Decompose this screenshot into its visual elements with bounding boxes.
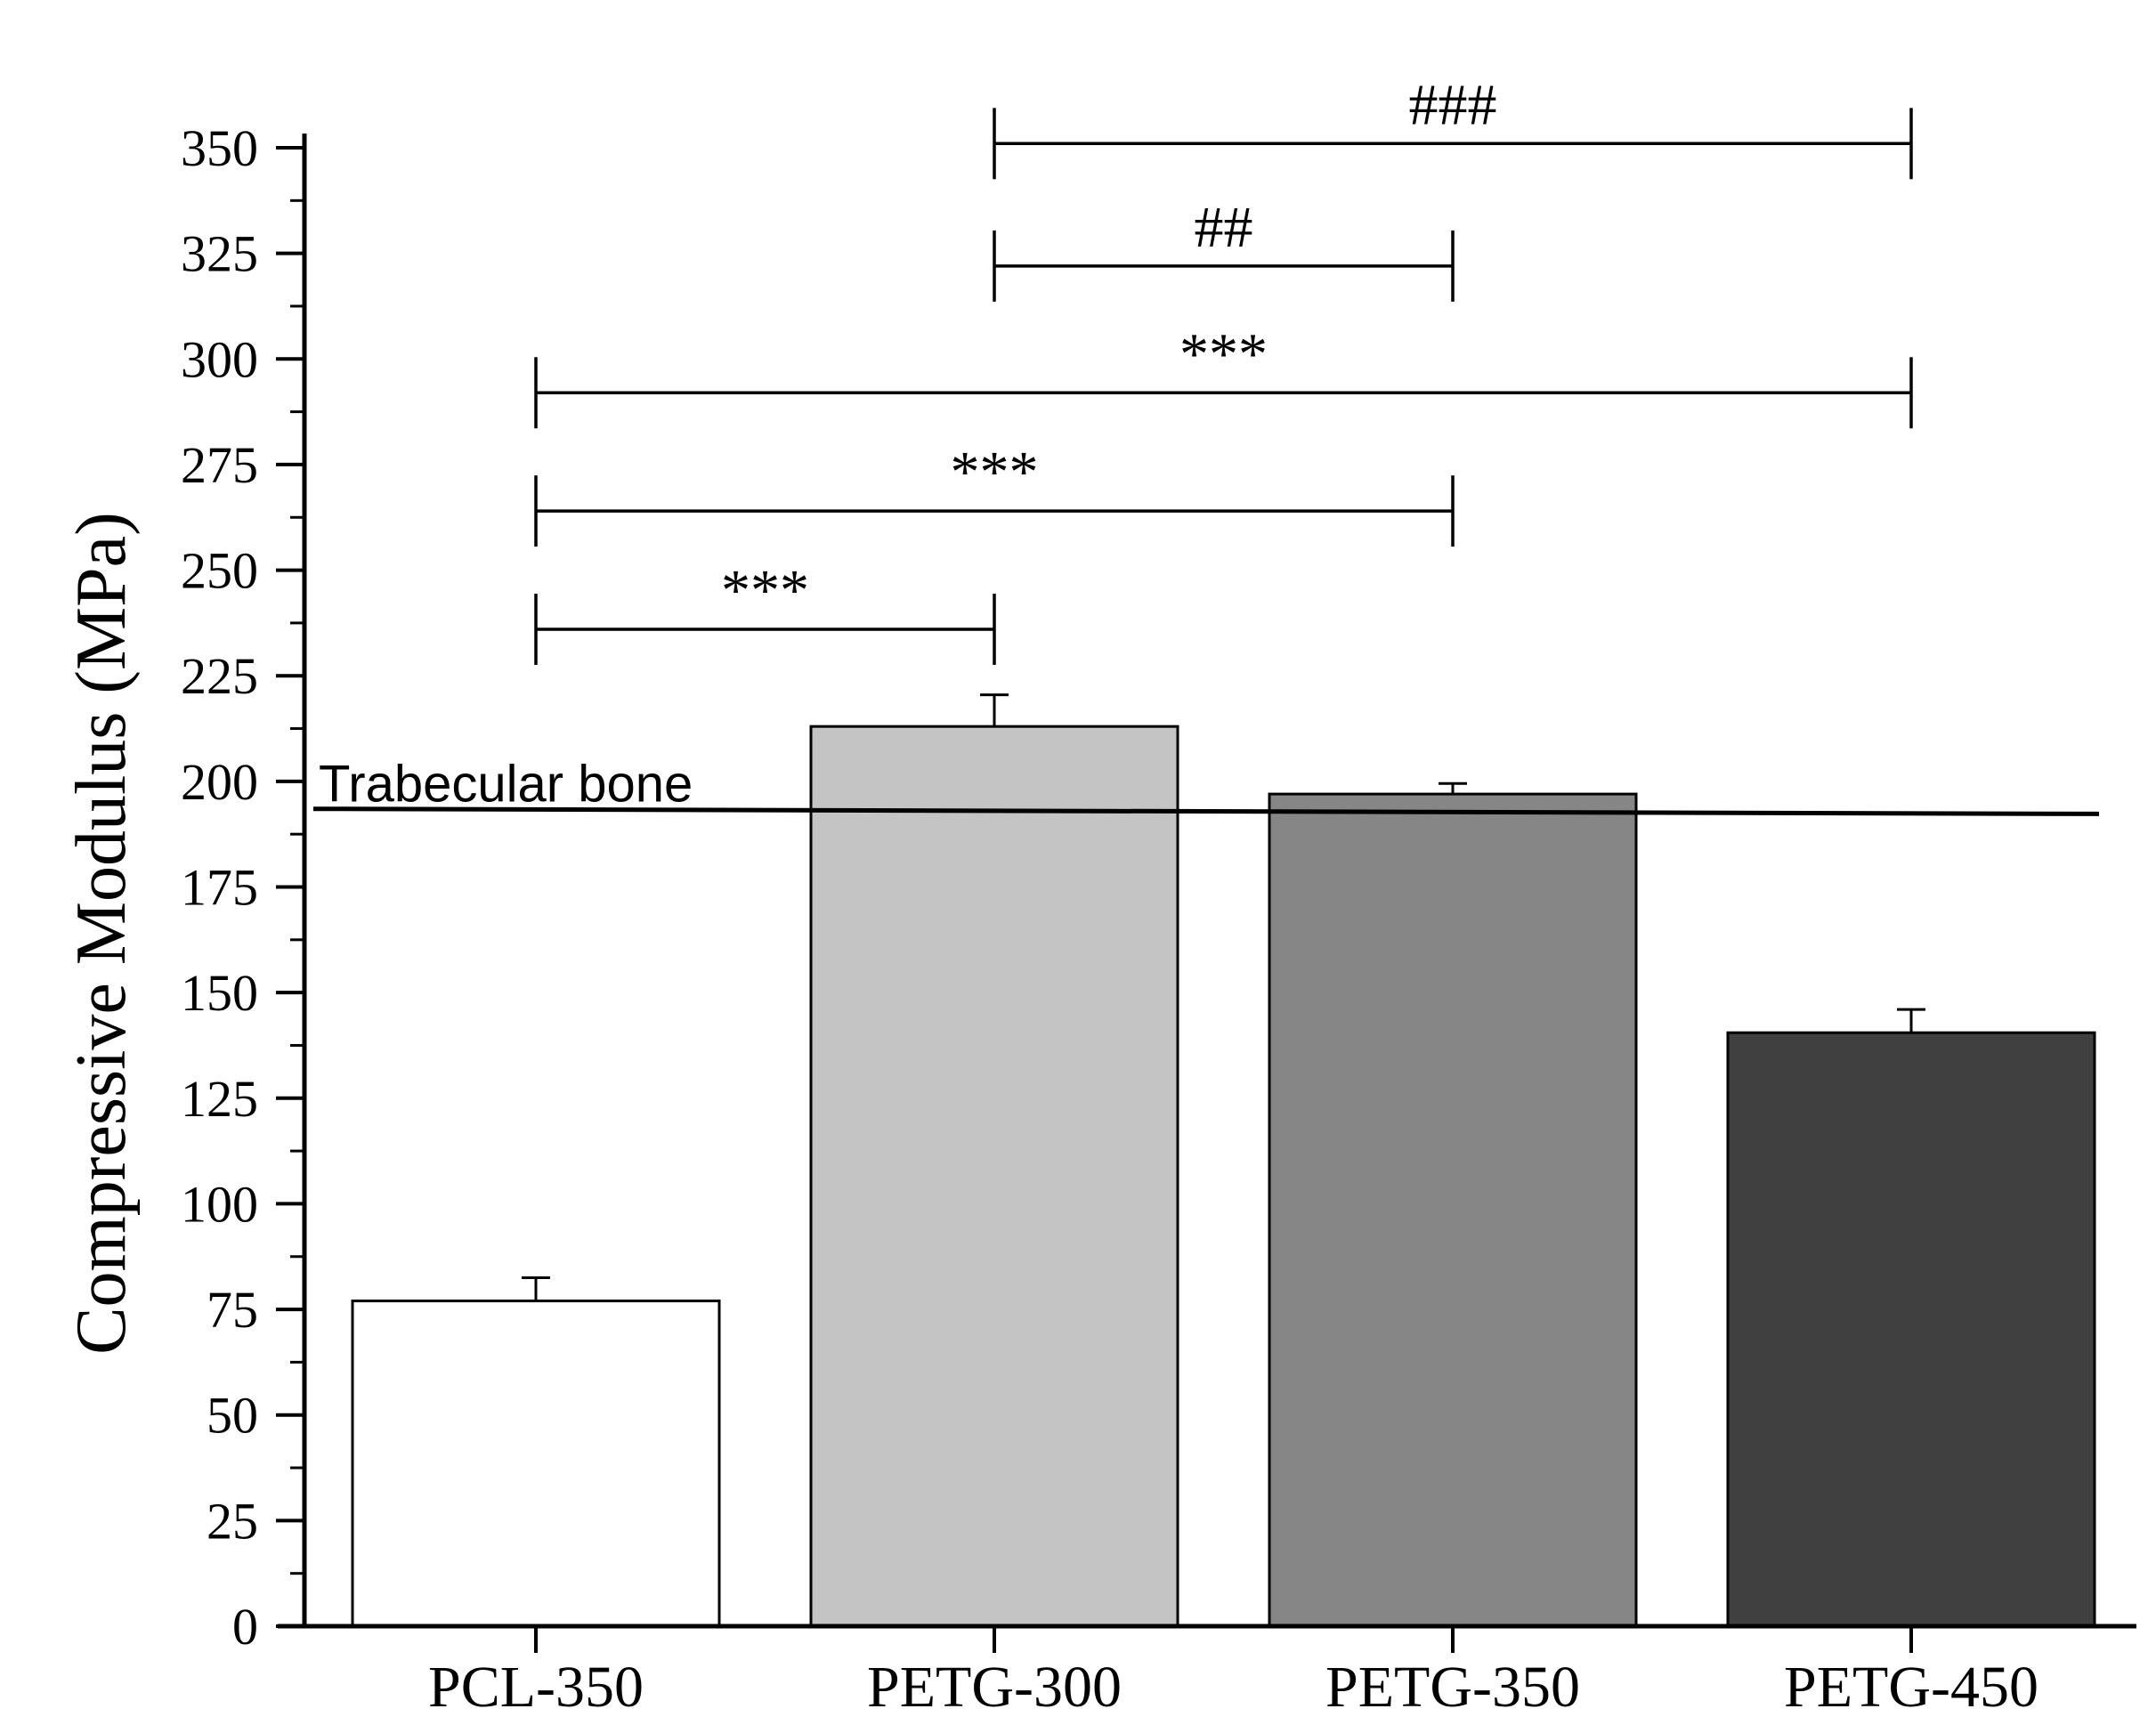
y-tick-label-0: 0 [232,1598,258,1656]
y-tick-label-150: 150 [181,964,258,1022]
y-tick-label-300: 300 [181,330,258,388]
y-tick-label-50: 50 [207,1387,258,1445]
bars-layer [351,725,2096,1628]
bar-pcl-350 [351,1300,721,1628]
significance-layer: *********##### [534,72,1913,666]
y-tick-label-225: 225 [181,647,258,705]
bar-petg-450 [1726,1031,2096,1628]
error-bars-layer [522,693,1925,1301]
y-tick-label-200: 200 [181,753,258,811]
sig-label-3: ## [1195,195,1253,260]
x-tick-label-petg-350: PETG-350 [1325,1655,1580,1720]
bar-petg-350 [1268,792,1638,1628]
y-tick-label-100: 100 [181,1175,258,1233]
x-tick-label-petg-450: PETG-450 [1784,1655,2038,1720]
axes-layer: 0 25 50 75 100 125 150 175 200 225 250 275 300 325 350… [181,119,2136,1720]
sig-label-4: ### [1409,72,1497,137]
x-tick-label-petg-300: PETG-300 [867,1655,1122,1720]
reference-line-layer [312,806,2100,816]
y-tick-label-125: 125 [181,1070,258,1128]
x-tick-label-pcl-350: PCL-350 [428,1655,644,1720]
y-tick-label-275: 275 [181,436,258,494]
reference-line [312,806,2100,816]
bar-petg-300 [809,725,1179,1628]
y-tick-label-350: 350 [181,119,258,177]
sig-label-1: *** [951,440,1039,505]
y-tick-label-250: 250 [181,542,258,600]
y-axis-title: Compressive Modulus (MPa) [62,512,141,1355]
y-tick-label-25: 25 [207,1492,258,1550]
sig-label-2: *** [1179,321,1268,386]
reference-line-label: Trabecular bone [319,756,693,814]
y-tick-label-175: 175 [181,859,258,917]
sig-label-0: *** [721,558,809,623]
y-tick-label-325: 325 [181,225,258,283]
y-tick-label-75: 75 [207,1281,258,1339]
